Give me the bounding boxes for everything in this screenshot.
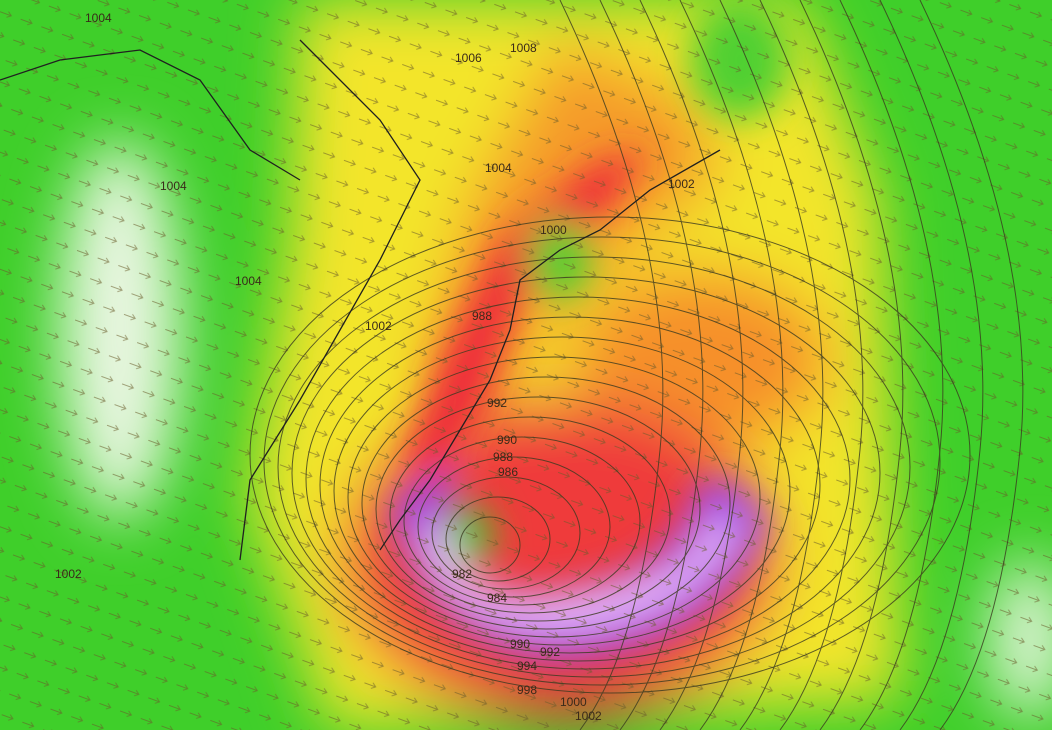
isobar-label: 1000 — [560, 695, 587, 709]
isobar — [445, 496, 551, 582]
isobar — [417, 456, 611, 598]
isobar — [249, 216, 971, 694]
isobar — [759, 0, 864, 730]
isobar — [679, 0, 784, 730]
isobar — [459, 516, 521, 574]
isobar — [799, 0, 904, 730]
isobar-label: 982 — [452, 567, 472, 581]
isobar-label: 1004 — [160, 179, 187, 193]
isobars — [249, 0, 1024, 730]
isobar — [639, 0, 744, 730]
isobar-label: 992 — [487, 396, 507, 410]
isobar — [319, 316, 821, 654]
isobar-label: 1006 — [455, 51, 482, 65]
isobar-label: 1008 — [510, 41, 537, 55]
isobar — [839, 0, 944, 730]
isobar — [919, 0, 1024, 730]
isobar-label: 1004 — [235, 274, 262, 288]
isobar — [277, 256, 911, 678]
isobar-label: 984 — [487, 591, 507, 605]
isobar — [263, 236, 941, 686]
coastlines — [0, 39, 721, 561]
isobar — [361, 376, 731, 630]
isobar — [375, 396, 701, 622]
isobar-label: 998 — [517, 683, 537, 697]
isobar-labels: 1004100610081004100410041000100210029889… — [55, 11, 695, 723]
isobar-label: 988 — [472, 309, 492, 323]
isobar-label: 1000 — [540, 223, 567, 237]
isobar — [559, 0, 664, 730]
isobar-label: 1002 — [365, 319, 392, 333]
isobar — [719, 0, 824, 730]
isobar — [333, 336, 791, 646]
isobar — [305, 296, 851, 662]
isobar-label: 994 — [517, 659, 537, 673]
isobar — [879, 0, 984, 730]
isobar-label: 992 — [540, 645, 560, 659]
isobar-label: 986 — [498, 465, 518, 479]
isobar-label: 1002 — [668, 177, 695, 191]
isobar — [403, 436, 641, 606]
isobar-label: 1002 — [575, 709, 602, 723]
isobar-label: 1004 — [485, 161, 512, 175]
isobar-label: 1004 — [85, 11, 112, 25]
isobar — [431, 476, 581, 590]
isobar — [347, 356, 761, 638]
isobar-label: 988 — [493, 450, 513, 464]
isobar-label: 990 — [497, 433, 517, 447]
isobar — [291, 276, 881, 670]
isobar-label: 990 — [510, 637, 530, 651]
isobar — [599, 0, 704, 730]
isobar-label: 1002 — [55, 567, 82, 581]
isobar — [389, 416, 671, 614]
